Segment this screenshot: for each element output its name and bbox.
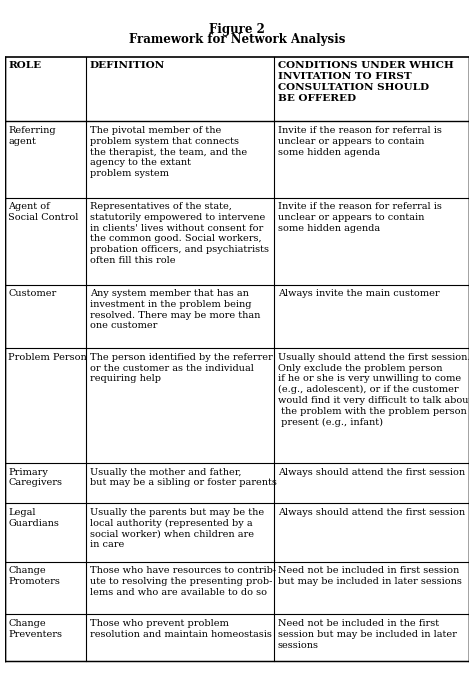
Text: The pivotal member of the
problem system that connects
the therapist, the team, : The pivotal member of the problem system… [90,126,247,178]
Text: Usually the parents but may be the
local authority (represented by a
social work: Usually the parents but may be the local… [90,508,264,549]
Text: Usually the mother and father,
but may be a sibling or foster parents: Usually the mother and father, but may b… [90,468,277,487]
Text: Representatives of the state,
statutorily empowered to intervene
in clients' liv: Representatives of the state, statutoril… [90,202,269,265]
Text: Those who prevent problem
resolution and maintain homeostasis: Those who prevent problem resolution and… [90,619,272,639]
Text: Change
Preventers: Change Preventers [9,619,63,639]
Text: Need not be included in first session
but may be included in later sessions: Need not be included in first session bu… [278,566,462,586]
Text: Customer: Customer [9,289,57,298]
Text: CONDITIONS UNDER WHICH
INVITATION TO FIRST
CONSULTATION SHOULD
BE OFFERED: CONDITIONS UNDER WHICH INVITATION TO FIR… [278,61,454,103]
Text: Invite if the reason for referral is
unclear or appears to contain
some hidden a: Invite if the reason for referral is unc… [278,126,442,157]
Text: ROLE: ROLE [9,61,42,71]
Text: Figure 2: Figure 2 [209,24,265,36]
Text: Those who have resources to contrib-
ute to resolving the presenting prob-
lems : Those who have resources to contrib- ute… [90,566,276,597]
Text: Framework for Network Analysis: Framework for Network Analysis [129,33,345,46]
Text: The person identified by the referrer
or the customer as the individual
requirin: The person identified by the referrer or… [90,353,273,384]
Text: Legal
Guardians: Legal Guardians [9,508,59,528]
Text: Always should attend the first session: Always should attend the first session [278,508,465,517]
Text: Change
Promoters: Change Promoters [9,566,60,586]
Text: Referring
agent: Referring agent [9,126,56,146]
Text: Any system member that has an
investment in the problem being
resolved. There ma: Any system member that has an investment… [90,289,260,330]
Text: Always invite the main customer: Always invite the main customer [278,289,439,298]
Text: Primary
Caregivers: Primary Caregivers [9,468,63,487]
Text: Usually should attend the first session.
Only exclude the problem person
if he o: Usually should attend the first session.… [278,353,472,427]
Text: Problem Person: Problem Person [9,353,87,362]
Text: Agent of
Social Control: Agent of Social Control [9,202,79,222]
Text: DEFINITION: DEFINITION [90,61,165,71]
Text: Need not be included in the first
session but may be included in later
sessions: Need not be included in the first sessio… [278,619,457,649]
Text: Always should attend the first session: Always should attend the first session [278,468,465,476]
Text: Invite if the reason for referral is
unclear or appears to contain
some hidden a: Invite if the reason for referral is unc… [278,202,442,233]
